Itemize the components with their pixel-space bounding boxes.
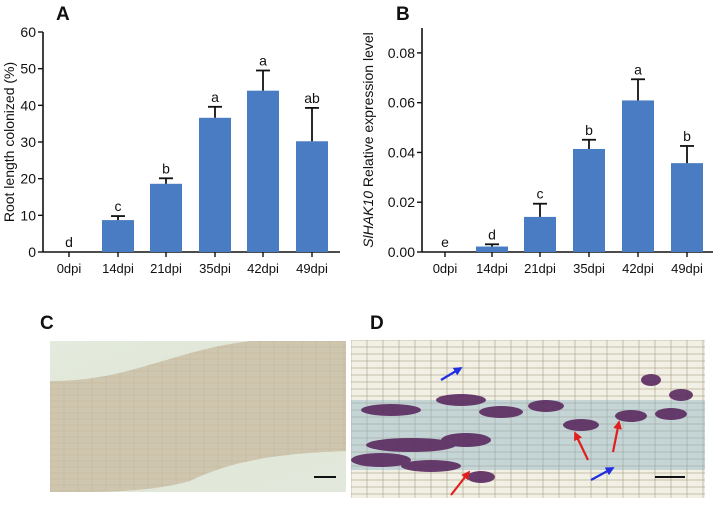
significance-letter: d [65,234,73,250]
significance-letter: c [537,186,544,202]
significance-letter: c [115,198,122,214]
bar [102,220,134,252]
x-tick-label: 14dpi [476,261,508,276]
significance-letter: a [634,61,642,77]
significance-letter: b [585,122,593,138]
bar [247,90,279,253]
y-tick-label: 0.04 [388,144,415,160]
significance-letter: b [683,128,691,144]
bar [150,183,182,252]
x-tick-label: 14dpi [102,261,134,276]
y-tick-label: 0.06 [388,95,415,111]
bar [524,216,556,252]
y-tick-label: 60 [20,24,36,40]
bar [573,148,605,252]
panel-label-a: A [56,4,70,25]
x-tick-label: 49dpi [296,261,328,276]
panel-label-c: C [40,313,54,334]
arrow-icon [590,467,615,481]
y-axis-label-text: Root length colonized (%) [1,62,17,222]
scale-bar [655,476,685,478]
panel-label-d: D [370,313,384,334]
arrow-icon [574,431,589,461]
y-tick-label: 0.02 [388,194,415,210]
x-tick-label: 35dpi [573,261,605,276]
y-tick-label: 0 [28,244,36,260]
y-axis-label: Root length colonized (%) [1,62,17,222]
micrograph-colonized-root [351,340,705,498]
bar [622,100,654,252]
y-tick-label: 0.00 [388,244,415,260]
bar [296,141,328,252]
x-tick-label: 42dpi [247,261,279,276]
y-tick-label: 0.08 [388,45,415,61]
bar [671,163,703,252]
y-axis-label-text: Relative expression level [360,32,376,191]
chart-b: 0.00 0.02 0.04 0.06 0.08 0dpi e 14dpi d 21dpi c 35d… [360,28,713,276]
panel-label-b: B [396,4,410,25]
gene-name: SlHAK10 [360,191,376,248]
x-tick-label: 0dpi [57,261,82,276]
significance-letter: ab [304,90,320,106]
y-tick-label: 40 [20,97,36,113]
x-tick-label: 42dpi [622,261,654,276]
significance-letter: a [211,89,219,105]
root-image [50,341,346,492]
arrow-icon [450,470,471,496]
significance-letter: a [259,53,267,69]
y-axis-label: SlHAK10 Relative expression level [360,32,376,248]
significance-letter: e [441,234,449,250]
bar [199,117,231,252]
y-tick-label: 50 [20,61,36,77]
arrow-icon [611,420,622,453]
x-tick-label: 0dpi [433,261,458,276]
x-tick-label: 21dpi [150,261,182,276]
significance-letter: d [488,226,496,242]
bar [476,246,508,252]
x-tick-label: 21dpi [524,261,556,276]
scale-bar [314,476,336,478]
arrow-icon [440,367,463,381]
y-tick-label: 30 [20,134,36,150]
micrograph-control-root [50,341,346,492]
root-image [351,340,705,498]
significance-letter: b [162,160,170,176]
y-tick-label: 10 [20,207,36,223]
y-tick-label: 20 [20,171,36,187]
chart-a: 0 10 20 30 40 50 60 0dpi d 14dpi c 21dpi b 35dpi a 42dp… [1,24,340,276]
x-tick-label: 49dpi [671,261,703,276]
x-tick-label: 35dpi [199,261,231,276]
